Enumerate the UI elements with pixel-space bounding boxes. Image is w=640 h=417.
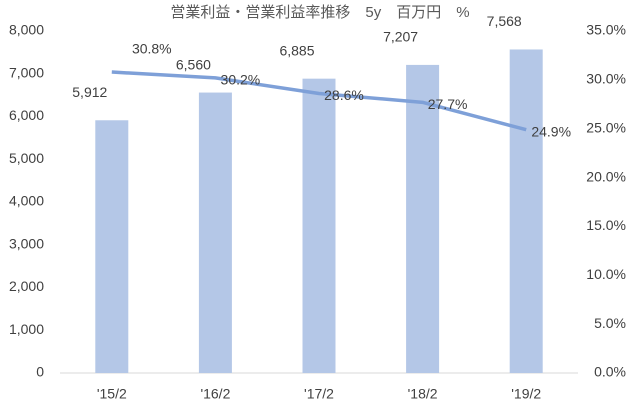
y-tick-label: 6,000	[9, 107, 44, 123]
x-tick-label: '16/2	[200, 386, 230, 402]
line-value-label: 30.2%	[221, 72, 261, 88]
y-tick-label: 2,000	[9, 278, 44, 294]
y-tick-label: 7,000	[9, 64, 44, 80]
bar	[95, 120, 129, 374]
line-value-label: 24.9%	[531, 123, 571, 139]
bar	[302, 78, 336, 373]
y-tick-label: 3,000	[9, 235, 44, 251]
y-tick-label: 1,000	[9, 321, 44, 337]
y2-tick-label: 15.0%	[586, 217, 626, 233]
x-tick-label: '15/2	[97, 386, 127, 402]
bar-value-label: 7,207	[383, 29, 418, 45]
bar-value-label: 6,560	[176, 56, 211, 72]
bar-value-label: 6,885	[279, 42, 314, 58]
line	[111, 70, 527, 132]
x-tick-label: '17/2	[304, 386, 334, 402]
x-tick-label: '18/2	[408, 386, 438, 402]
y2-tick-label: 20.0%	[586, 168, 626, 184]
line-value-label: 28.6%	[324, 87, 364, 103]
y2-tick-label: 25.0%	[586, 119, 626, 135]
chart-title: 営業利益・営業利益率推移 5y 百万円 %	[170, 4, 469, 21]
y-tick-label: 8,000	[9, 22, 44, 38]
bar	[198, 92, 232, 373]
bar	[509, 49, 543, 374]
line-value-label: 27.7%	[428, 96, 468, 112]
bar-value-label: 7,568	[487, 13, 522, 29]
y-tick-label: 4,000	[9, 193, 44, 209]
bar	[406, 64, 440, 373]
y2-tick-label: 10.0%	[586, 266, 626, 282]
y2-tick-label: 30.0%	[586, 71, 626, 87]
x-tick-label: '19/2	[511, 386, 541, 402]
y-tick-label: 0	[36, 364, 44, 380]
y2-tick-label: 5.0%	[594, 315, 626, 331]
y-tick-label: 5,000	[9, 150, 44, 166]
bar-value-label: 5,912	[72, 84, 107, 100]
line-value-label: 30.8%	[132, 41, 172, 57]
y2-tick-label: 35.0%	[586, 22, 626, 38]
y2-tick-label: 0.0%	[594, 364, 626, 380]
